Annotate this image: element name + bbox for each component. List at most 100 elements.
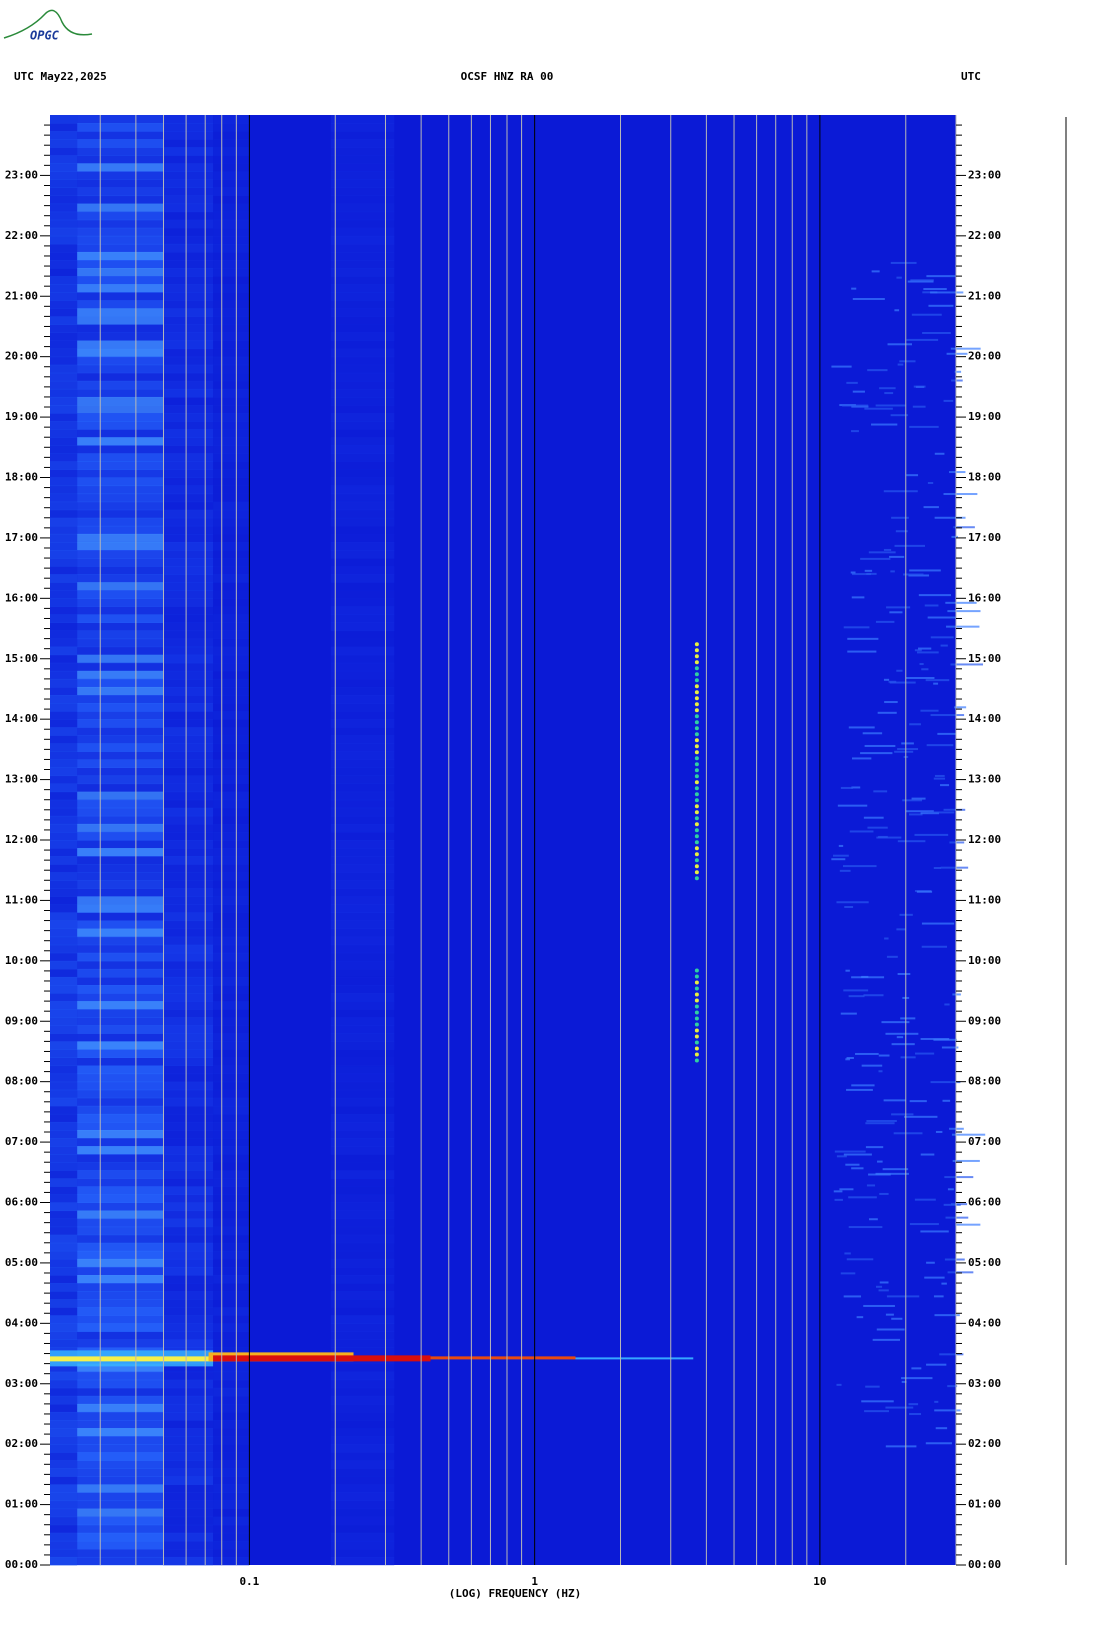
spectrogram-cell [163, 332, 214, 342]
spectrogram-cell [330, 372, 395, 382]
spectrogram-cell [213, 1154, 250, 1163]
spectrogram-cell [330, 775, 395, 785]
spectrogram-cell [163, 582, 214, 591]
spectrogram-cell [213, 582, 250, 591]
spectrogram-cell [910, 279, 934, 282]
spectrogram-cell [847, 650, 877, 653]
y-tick-label: 23:00 [5, 168, 38, 181]
tremor-dot [694, 1058, 699, 1063]
spectrogram-cell [77, 1516, 164, 1526]
spectrogram-cell [50, 316, 78, 325]
spectrogram-cell [77, 517, 164, 527]
spectrogram-cell [213, 1387, 250, 1397]
spectrogram-cell [50, 477, 78, 487]
spectrogram-cell [163, 163, 214, 172]
spectrogram-cell [916, 890, 933, 893]
spectrogram-cell [213, 993, 250, 1002]
spectrogram-cell [77, 235, 164, 245]
spectrogram-cell [897, 363, 904, 366]
spectrogram-cell [879, 1192, 889, 1195]
spectrogram-cell [213, 1468, 250, 1477]
spectrogram-cell [77, 1017, 164, 1026]
spectrogram-cell [330, 364, 395, 374]
spectrogram-cell [843, 989, 869, 992]
spectrogram-cell [163, 864, 214, 873]
spectrogram-cell [77, 960, 164, 970]
y-tick-label: 13:00 [968, 773, 1001, 786]
spectrogram-cell [50, 1516, 78, 1526]
spectrogram-cell [50, 630, 78, 640]
spectrogram-cell [77, 1266, 164, 1276]
spectrogram-cell [213, 686, 250, 696]
spectrogram-cell [860, 557, 891, 560]
spectrogram-cell [846, 381, 858, 384]
spectrogram-cell [163, 1025, 214, 1034]
spectrogram-cell [163, 453, 214, 462]
spectrogram-cell [77, 340, 164, 349]
spectrogram-cell [330, 533, 395, 543]
y-tick-label: 02:00 [5, 1437, 38, 1450]
spectrogram-cell [930, 1081, 961, 1084]
spectrogram-cell [50, 1331, 78, 1340]
spectrogram-cell [845, 1163, 860, 1166]
spectrogram-cell [330, 1524, 395, 1534]
spectrogram-cell [330, 1154, 395, 1163]
spectrogram-cell [911, 797, 926, 800]
tremor-dot [694, 750, 699, 755]
spectrogram-cell [330, 727, 395, 736]
spectrogram-cell [330, 1113, 395, 1123]
spectrogram-cell [945, 601, 977, 604]
spectrogram-cell [330, 662, 395, 672]
spectrogram-cell [924, 1276, 945, 1279]
spectrogram-cell [77, 1299, 164, 1308]
spectrogram-cell [213, 292, 250, 301]
spectrogram-cell [50, 332, 78, 342]
spectrogram-cell [330, 743, 395, 752]
spectrogram-cell [848, 1196, 877, 1199]
spectrogram-cell [935, 1427, 948, 1430]
spectrogram-cell [77, 300, 164, 309]
spectrogram-cell [213, 405, 250, 414]
spectrogram-cell [213, 1444, 250, 1453]
spectrogram-cell [330, 1428, 395, 1437]
spectrogram-cell [163, 525, 214, 535]
spectrogram-cell [330, 292, 395, 301]
spectrogram-cell [163, 203, 214, 213]
spectrogram-cell [213, 831, 250, 841]
spectrogram-cell [163, 622, 214, 632]
spectrogram-cell [77, 1073, 164, 1083]
spectrogram-cell [213, 1178, 250, 1187]
spectrogram-cell [851, 596, 865, 599]
spectrogram-cell [950, 347, 981, 350]
spectrogram-cell [213, 960, 250, 970]
spectrogram-cell [77, 1500, 164, 1510]
spectrogram-cell [941, 1282, 947, 1285]
spectrogram-cell [77, 904, 164, 913]
spectrogram-cell [77, 1242, 164, 1252]
spectrogram-cell [330, 823, 395, 833]
y-tick-label: 12:00 [5, 833, 38, 846]
spectrogram-cell [50, 888, 78, 897]
spectrogram-cell [163, 284, 214, 293]
spectrogram-cell [50, 219, 78, 229]
spectrogram-cell [330, 211, 395, 221]
spectrogram-cell [900, 1017, 916, 1020]
spectrogram-cell [879, 387, 896, 390]
spectrogram-cell [891, 1317, 903, 1320]
spectrogram-cell [935, 1130, 943, 1133]
spectrogram-cell [213, 155, 250, 164]
spectrogram-cell [50, 880, 78, 889]
spectrogram-cell [330, 751, 395, 760]
spectrogram-cell [330, 1452, 395, 1461]
spectrogram-cell [163, 1041, 214, 1050]
spectrogram-cell [77, 501, 164, 511]
spectrogram-cell [77, 1226, 164, 1236]
spectrogram-cell [163, 1411, 214, 1421]
spectrogram-cell [77, 1194, 164, 1203]
spectrogram-cell [330, 251, 395, 261]
spectrogram-cell [914, 1198, 936, 1201]
spectrogram-cell [213, 203, 250, 213]
spectrogram-cell [163, 324, 214, 333]
spectrogram-cell [330, 316, 395, 325]
spectrogram-cell [873, 790, 888, 793]
